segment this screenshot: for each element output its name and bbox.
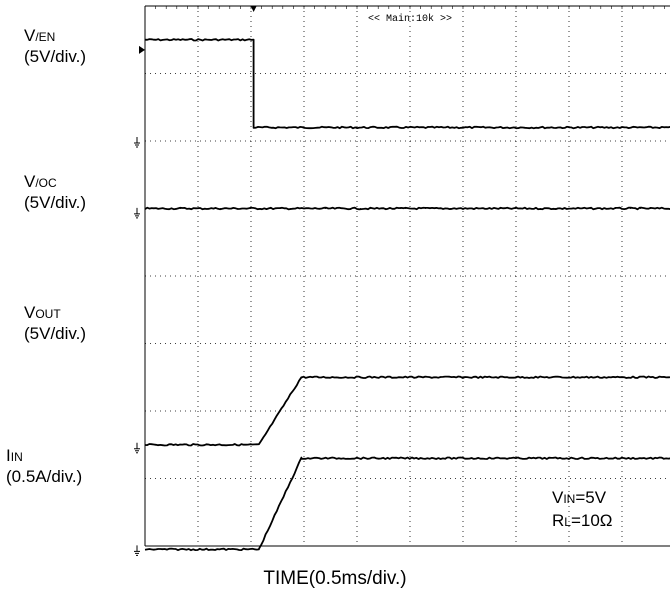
x-axis-label: TIME(0.5ms/div.) bbox=[263, 568, 407, 589]
channel-label-v-oc: V/OC (5V/div.) bbox=[24, 172, 86, 213]
channel-label-sub: /EN bbox=[35, 30, 56, 44]
condition-sub: L bbox=[564, 515, 571, 529]
series-line-4 bbox=[144, 456, 670, 552]
series-line-3 bbox=[144, 375, 670, 447]
condition-vin: VIN=5V bbox=[552, 488, 606, 509]
channel-scale: (5V/div.) bbox=[24, 47, 87, 66]
condition-value: =10Ω bbox=[570, 511, 613, 530]
channel-label-main: V bbox=[24, 172, 36, 191]
trigger-position-marker bbox=[250, 6, 257, 12]
series-line-1 bbox=[144, 38, 670, 130]
plot-traces bbox=[144, 38, 670, 552]
channel-label-v-en: V/EN (5V/div.) bbox=[24, 26, 86, 67]
channel-label-sub: IN bbox=[10, 450, 23, 464]
condition-sub: IN bbox=[563, 492, 576, 506]
channel-label-iin: IIN (0.5A/div.) bbox=[6, 446, 82, 487]
timebase-annotation: << Main:10k >> bbox=[368, 13, 452, 25]
condition-main: R bbox=[552, 511, 565, 530]
channel-label-sub: OUT bbox=[35, 307, 61, 321]
condition-main: V bbox=[552, 488, 564, 507]
channel-scale: (5V/div.) bbox=[24, 193, 87, 212]
channel-label-main: V bbox=[24, 26, 36, 45]
trigger-level-marker bbox=[139, 45, 145, 54]
channel-label-main: V bbox=[24, 303, 36, 322]
channel-scale: (0.5A/div.) bbox=[6, 467, 83, 486]
ground-markers bbox=[134, 6, 257, 556]
plot-grid bbox=[144, 5, 670, 547]
channel-label-sub: /OC bbox=[35, 176, 57, 190]
series-line-2 bbox=[144, 206, 670, 211]
condition-rl: RL=10Ω bbox=[552, 511, 613, 532]
condition-value: =5V bbox=[575, 488, 607, 507]
channel-label-vout: VOUT (5V/div.) bbox=[24, 303, 86, 344]
channel-label-main: I bbox=[6, 446, 11, 465]
channel-scale: (5V/div.) bbox=[24, 324, 87, 343]
